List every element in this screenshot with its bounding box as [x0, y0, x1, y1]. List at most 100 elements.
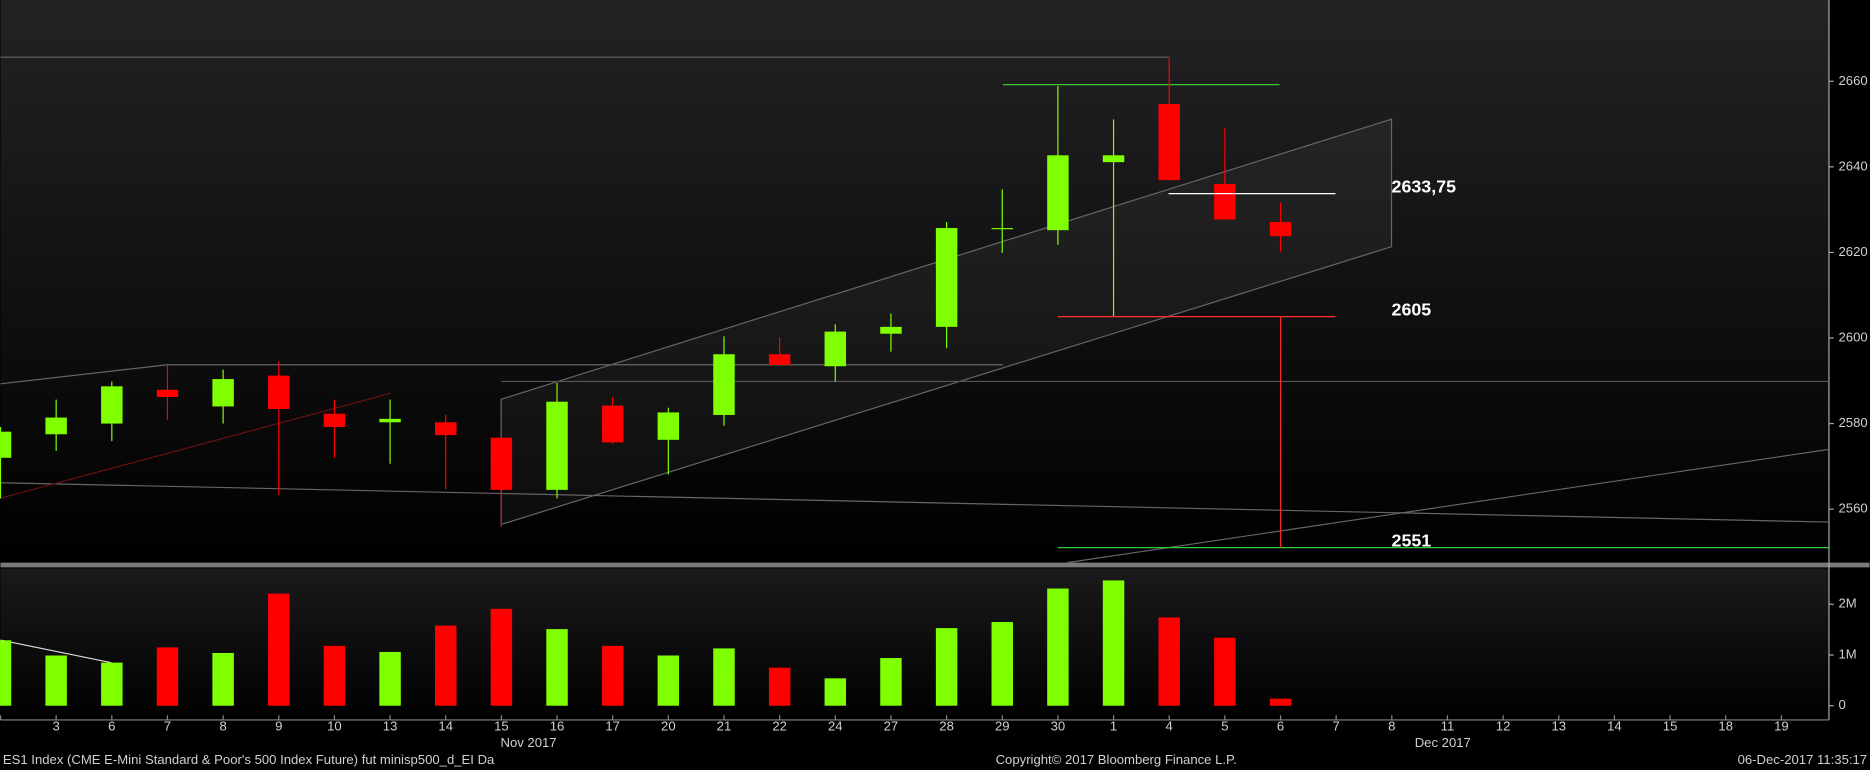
y-tick-label: 2620 [1838, 244, 1867, 259]
x-tick-label: 8 [219, 719, 226, 734]
x-tick-label: 15 [1663, 719, 1678, 734]
x-tick-label: 6 [1277, 719, 1284, 734]
x-tick-label: 5 [1221, 719, 1228, 734]
candle-body [101, 386, 123, 424]
x-tick-label: 6 [108, 719, 115, 734]
volume-bar [1269, 698, 1292, 706]
volume-bar [1214, 637, 1236, 706]
y-tick-label: 0 [1838, 697, 1845, 712]
candle-body [323, 413, 346, 427]
volume-bar [713, 648, 735, 706]
candle-body [1214, 183, 1236, 220]
copyright: Copyright© 2017 Bloomberg Finance L.P. [996, 752, 1237, 767]
level-label: 2633,75 [1392, 176, 1457, 196]
candle-body [1269, 222, 1292, 237]
trend-line [0, 482, 1829, 523]
x-group-label: Nov 2017 [500, 735, 556, 750]
x-tick-label: 20 [661, 719, 676, 734]
candle-body [212, 379, 234, 407]
x-tick-label: 28 [939, 719, 954, 734]
y-tick-label: 2600 [1838, 329, 1867, 344]
x-tick-label: 16 [550, 719, 565, 734]
volume-bar [156, 647, 179, 706]
candle-body [991, 228, 1013, 230]
volume-bar [0, 640, 12, 706]
candle-body [768, 354, 791, 365]
candle-body [935, 228, 958, 327]
x-tick-label: 12 [1496, 719, 1511, 734]
volume-bar [824, 678, 847, 706]
x-tick-label: 22 [772, 719, 787, 734]
y-tick-label: 2660 [1838, 73, 1867, 88]
volume-bar [601, 645, 624, 706]
y-tick-label: 2640 [1838, 158, 1867, 173]
volume-bar [268, 593, 290, 706]
candle-body [601, 405, 624, 443]
x-tick-label: 8 [1388, 719, 1395, 734]
x-tick-label: 3 [53, 719, 60, 734]
x-tick-label: 10 [327, 719, 342, 734]
x-tick-label: 14 [438, 719, 453, 734]
volume-bar [1158, 617, 1180, 706]
volume-bar [379, 651, 401, 706]
x-tick-label: 19 [1774, 719, 1789, 734]
y-tick-label: 2580 [1838, 415, 1867, 430]
x-tick-label: 4 [1166, 719, 1173, 734]
x-tick-label: 29 [995, 719, 1010, 734]
volume-bar [935, 628, 958, 706]
level-label: 2605 [1392, 299, 1432, 319]
x-tick-label: 15 [494, 719, 509, 734]
x-tick-label: 27 [884, 719, 899, 734]
candle-body [880, 326, 902, 334]
candle-body [546, 401, 568, 490]
trend-line [0, 392, 391, 499]
candle-body [45, 417, 67, 435]
y-tick-label: 1M [1838, 646, 1856, 661]
volume-bar [657, 655, 680, 706]
x-group-label: Dec 2017 [1415, 735, 1471, 750]
candle-body [156, 389, 179, 398]
candle-body [0, 431, 12, 458]
x-tick-label: 24 [828, 719, 843, 734]
volume-bar [880, 658, 902, 706]
x-tick-label: 13 [1551, 719, 1566, 734]
x-tick-label: 9 [275, 719, 282, 734]
candle-body [268, 375, 290, 410]
x-tick-label: 21 [717, 719, 732, 734]
candle-body [824, 331, 847, 367]
x-tick-label: 7 [164, 719, 171, 734]
candle-body [1158, 103, 1180, 181]
x-tick-label: 18 [1718, 719, 1733, 734]
security-label: ES1 Index (CME E-Mini Standard & Poor's … [3, 752, 495, 767]
volume-panel [0, 568, 1829, 720]
volume-bar [212, 652, 234, 706]
x-tick-label: 1 [1110, 719, 1117, 734]
candle-body [657, 412, 680, 440]
volume-bar [991, 622, 1013, 706]
candle-body [379, 418, 401, 423]
x-tick-label: 13 [383, 719, 398, 734]
candle-body [713, 354, 735, 415]
x-tick-label: 17 [605, 719, 620, 734]
volume-bar [768, 667, 791, 706]
x-tick-label: 11 [1441, 719, 1455, 734]
candle-body [1047, 155, 1069, 231]
volume-trend-line [0, 639, 112, 664]
volume-bar [435, 625, 457, 706]
volume-bar [323, 645, 346, 706]
volume-bar [1102, 580, 1125, 706]
x-tick-label: 30 [1051, 719, 1066, 734]
x-tick-label: 7 [1333, 719, 1340, 734]
price-panel [0, 0, 1829, 563]
level-label: 2551 [1392, 530, 1432, 550]
y-tick-label: 2560 [1838, 501, 1867, 516]
candle-body [1102, 155, 1125, 163]
volume-bar [1047, 588, 1069, 706]
y-tick-label: 2M [1838, 596, 1856, 611]
volume-bar [45, 655, 67, 706]
timestamp: 06-Dec-2017 11:35:17 [1738, 752, 1868, 767]
panel-divider [0, 562, 1870, 568]
x-tick-label: 14 [1607, 719, 1622, 734]
